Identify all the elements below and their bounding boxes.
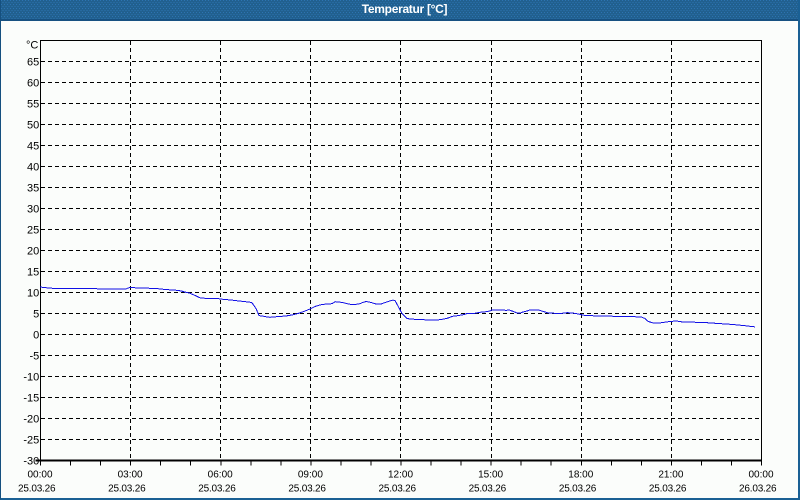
svg-text:30: 30 bbox=[27, 204, 39, 216]
svg-text:35: 35 bbox=[27, 183, 39, 195]
svg-text:00:00: 00:00 bbox=[748, 470, 773, 481]
svg-text:50: 50 bbox=[27, 120, 39, 132]
svg-text:15:00: 15:00 bbox=[478, 470, 503, 481]
svg-text:5: 5 bbox=[33, 309, 39, 321]
svg-text:00:00: 00:00 bbox=[27, 470, 52, 481]
svg-text:40: 40 bbox=[27, 162, 39, 174]
svg-text:26.03.26: 26.03.26 bbox=[739, 484, 777, 495]
svg-text:25.03.26: 25.03.26 bbox=[198, 484, 236, 495]
svg-text:-20: -20 bbox=[23, 414, 39, 426]
svg-text:-30: -30 bbox=[23, 456, 39, 468]
svg-text:10: 10 bbox=[27, 288, 39, 300]
svg-text:25.03.26: 25.03.26 bbox=[379, 484, 417, 495]
svg-text:-15: -15 bbox=[23, 393, 39, 405]
svg-text:09:00: 09:00 bbox=[298, 470, 323, 481]
svg-text:25.03.26: 25.03.26 bbox=[18, 484, 56, 495]
svg-text:15: 15 bbox=[27, 267, 39, 279]
svg-text:45: 45 bbox=[27, 141, 39, 153]
svg-text:°C: °C bbox=[26, 40, 38, 52]
svg-text:25.03.26: 25.03.26 bbox=[288, 484, 326, 495]
svg-text:25.03.26: 25.03.26 bbox=[108, 484, 146, 495]
svg-text:25.03.26: 25.03.26 bbox=[469, 484, 507, 495]
svg-text:25.03.26: 25.03.26 bbox=[649, 484, 687, 495]
svg-text:-25: -25 bbox=[23, 435, 39, 447]
svg-text:03:00: 03:00 bbox=[118, 470, 143, 481]
svg-text:21:00: 21:00 bbox=[658, 470, 683, 481]
svg-text:60: 60 bbox=[27, 78, 39, 90]
svg-text:0: 0 bbox=[33, 330, 39, 342]
svg-text:20: 20 bbox=[27, 246, 39, 258]
svg-text:25.03.26: 25.03.26 bbox=[559, 484, 597, 495]
svg-text:12:00: 12:00 bbox=[388, 470, 413, 481]
svg-text:18:00: 18:00 bbox=[568, 470, 593, 481]
svg-text:65: 65 bbox=[27, 57, 39, 69]
svg-text:06:00: 06:00 bbox=[208, 470, 233, 481]
svg-text:55: 55 bbox=[27, 99, 39, 111]
svg-text:-5: -5 bbox=[30, 351, 40, 363]
svg-text:-10: -10 bbox=[23, 372, 39, 384]
svg-text:25: 25 bbox=[27, 225, 39, 237]
